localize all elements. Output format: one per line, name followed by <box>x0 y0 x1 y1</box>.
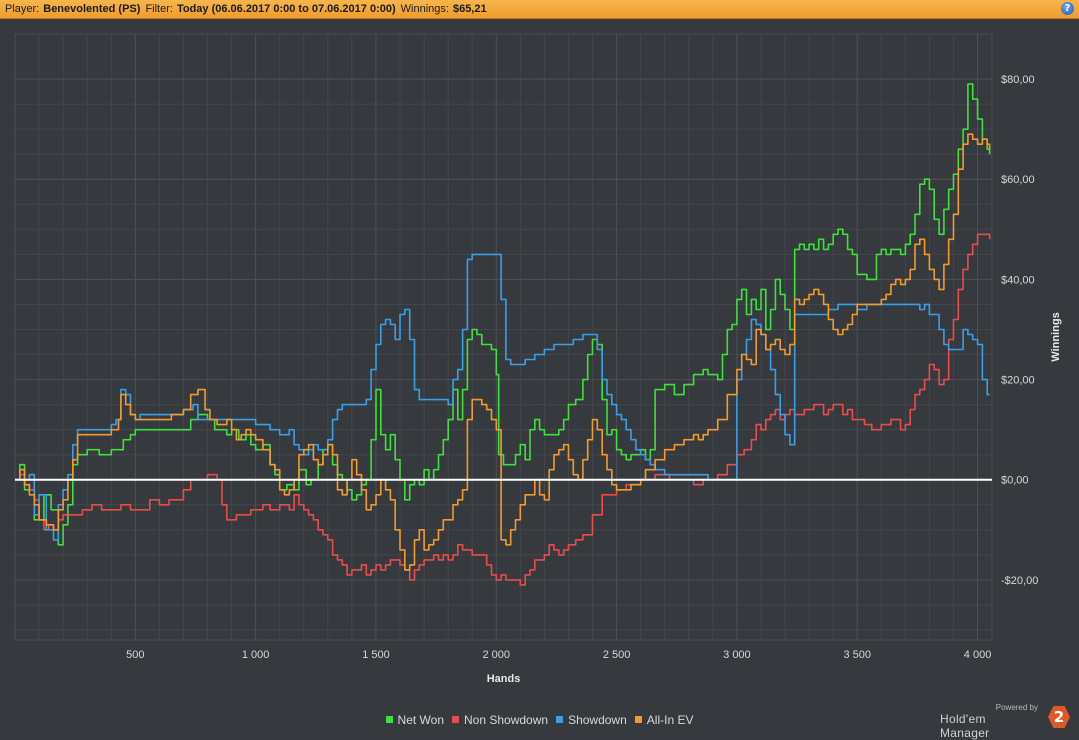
filter-value[interactable]: Today (06.06.2017 0:00 to 07.06.2017 0:0… <box>176 3 396 15</box>
x-tick-label: 500 <box>126 649 144 661</box>
powered-by-text: Powered by <box>995 703 1038 712</box>
x-tick-label: 3 500 <box>843 649 871 661</box>
branding: Powered by Hold'em Manager 2 <box>940 703 1070 740</box>
plot-area-border <box>14 33 993 641</box>
legend-item-showdown[interactable]: Showdown <box>556 713 627 727</box>
legend-label: All-In EV <box>646 713 694 727</box>
x-tick-label: 1 000 <box>242 649 270 661</box>
series-line-non-showdown <box>15 233 991 586</box>
x-tick-label: 1 500 <box>362 649 390 661</box>
x-tick-label: 2 000 <box>483 649 511 661</box>
legend-label: Non Showdown <box>464 713 549 727</box>
x-axis-title: Hands <box>487 673 521 685</box>
y-axis-title: Winnings <box>1050 312 1062 361</box>
legend-item-non-showdown[interactable]: Non Showdown <box>452 713 548 727</box>
legend-swatch <box>385 716 393 723</box>
product-name: Hold'em Manager <box>940 712 990 740</box>
legend-label: Net Won <box>397 713 444 727</box>
legend-swatch <box>556 716 564 723</box>
x-tick-label: 3 000 <box>723 649 751 661</box>
series-line-showdown <box>15 253 990 541</box>
player-label: Player: <box>5 3 40 15</box>
filter-bar: Player: Benevolented (PS) Filter: Today … <box>0 0 1079 19</box>
series-line-all-in-ev <box>15 133 991 571</box>
player-value[interactable]: Benevolented (PS) <box>43 3 141 15</box>
y-tick-label: $20,00 <box>1001 375 1035 387</box>
help-icon[interactable]: ? <box>1061 2 1074 15</box>
y-tick-label: $40,00 <box>1001 274 1035 286</box>
winnings-value: $65,21 <box>452 3 487 15</box>
legend-swatch <box>634 716 642 723</box>
y-tick-label: $80,00 <box>1001 74 1035 86</box>
y-tick-label: -$20,00 <box>1001 575 1038 587</box>
legend-swatch <box>452 716 459 723</box>
chart-legend: Net Won Non Showdown Showdown All-In EV <box>0 713 1079 727</box>
y-tick-label: $0,00 <box>1001 475 1029 487</box>
y-tick-label: $60,00 <box>1001 174 1035 186</box>
legend-item-net-won[interactable]: Net Won <box>385 713 444 727</box>
legend-label: Showdown <box>568 713 627 727</box>
filter-label: Filter: <box>145 3 173 15</box>
series-line-net-won <box>15 83 991 546</box>
legend-item-all-in-ev[interactable]: All-In EV <box>634 713 694 727</box>
winnings-chart: 500 1 000 1 500 2 000 2 500 3 000 3 500 4 000 $8… <box>14 33 1062 685</box>
x-tick-label: 2 500 <box>603 649 631 661</box>
hm2-logo-icon: 2 <box>1048 706 1070 728</box>
winnings-label: Winnings: <box>400 3 449 15</box>
x-tick-label: 4 000 <box>964 649 992 661</box>
